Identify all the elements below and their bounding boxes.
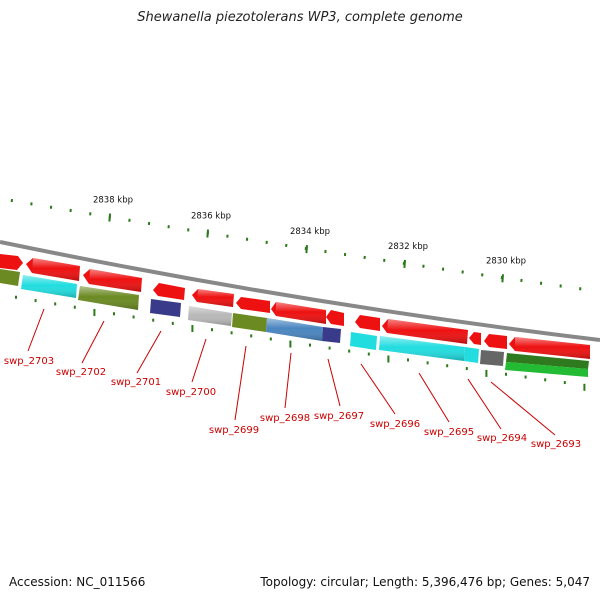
gene-label-swp_2702[interactable]: swp_2702 (56, 367, 106, 378)
gene-label-swp_2697[interactable]: swp_2697 (314, 411, 364, 422)
gene-block-11[interactable] (464, 347, 479, 363)
genome-summary-text: Topology: circular; Length: 5,396,476 bp… (260, 575, 590, 589)
gene-label-swp_2700[interactable]: swp_2700 (166, 387, 216, 398)
minor-ticks (15, 295, 586, 391)
ruler-major-tick (206, 229, 209, 238)
ruler-label: 2832 kbp (388, 242, 428, 252)
gene-label-swp_2695[interactable]: swp_2695 (424, 427, 474, 438)
gene-label-swp_2696[interactable]: swp_2696 (370, 419, 420, 430)
gene-label-swp_2693[interactable]: swp_2693 (531, 439, 581, 450)
map-title: Shewanella piezotolerans WP3, complete g… (137, 10, 463, 25)
gene-block-12[interactable] (480, 350, 504, 366)
accession-text: Accession: NC_011566 (9, 575, 146, 589)
gene-label-swp_2694[interactable]: swp_2694 (477, 433, 527, 444)
gene-label-swp_2701[interactable]: swp_2701 (111, 377, 161, 388)
gene-arrow-forward-8[interactable] (326, 310, 344, 326)
gene-label-swp_2703[interactable]: swp_2703 (4, 356, 54, 367)
label-leader-line (27, 308, 45, 352)
ruler: 2838 kbp 2836 kbp 2834 kbp 2832 kbp 2830 kbp (10, 196, 582, 291)
label-leader-line (284, 352, 292, 409)
gene-block-1[interactable] (0, 269, 20, 286)
label-leader-line (490, 381, 556, 436)
gene-block-4[interactable] (150, 299, 181, 317)
gene-arrow-forward-6[interactable] (236, 297, 270, 313)
ruler-label: 2834 kbp (290, 227, 330, 237)
ruler-label: 2838 kbp (93, 196, 133, 206)
gene-block-8[interactable] (322, 327, 341, 343)
gene-label-swp_2699[interactable]: swp_2699 (209, 425, 259, 436)
gene-arrow-forward-4[interactable] (153, 283, 185, 300)
label-leader-line (81, 320, 105, 364)
ruler-major-tick (108, 213, 111, 222)
genome-backbone (0, 240, 600, 342)
gene-arrow-forward-11[interactable] (469, 332, 481, 345)
gene-arrow-forward-9[interactable] (355, 315, 380, 331)
label-leader-line (327, 358, 341, 407)
ruler-label: 2836 kbp (191, 212, 231, 222)
label-leader-line (234, 345, 247, 421)
gene-label-swp_2698[interactable]: swp_2698 (260, 413, 310, 424)
ruler-major-tick (305, 245, 308, 254)
gene-shading (21, 258, 590, 361)
ruler-major-tick (501, 274, 504, 283)
gene-arrow-forward-12[interactable] (484, 334, 507, 349)
gene-block-9[interactable] (350, 332, 377, 350)
label-leader-line (467, 378, 502, 430)
label-leader-line (418, 372, 450, 423)
label-leader-line (360, 363, 396, 415)
gene-arrow-forward-1[interactable] (0, 254, 23, 270)
ruler-major-tick (403, 259, 406, 269)
label-leader-line (136, 330, 162, 374)
ruler-label: 2830 kbp (486, 256, 526, 266)
gene-block-13[interactable] (506, 353, 589, 369)
gene-block-6[interactable] (232, 313, 267, 332)
label-leader-line (191, 338, 207, 383)
gene-block-14[interactable] (505, 362, 588, 377)
